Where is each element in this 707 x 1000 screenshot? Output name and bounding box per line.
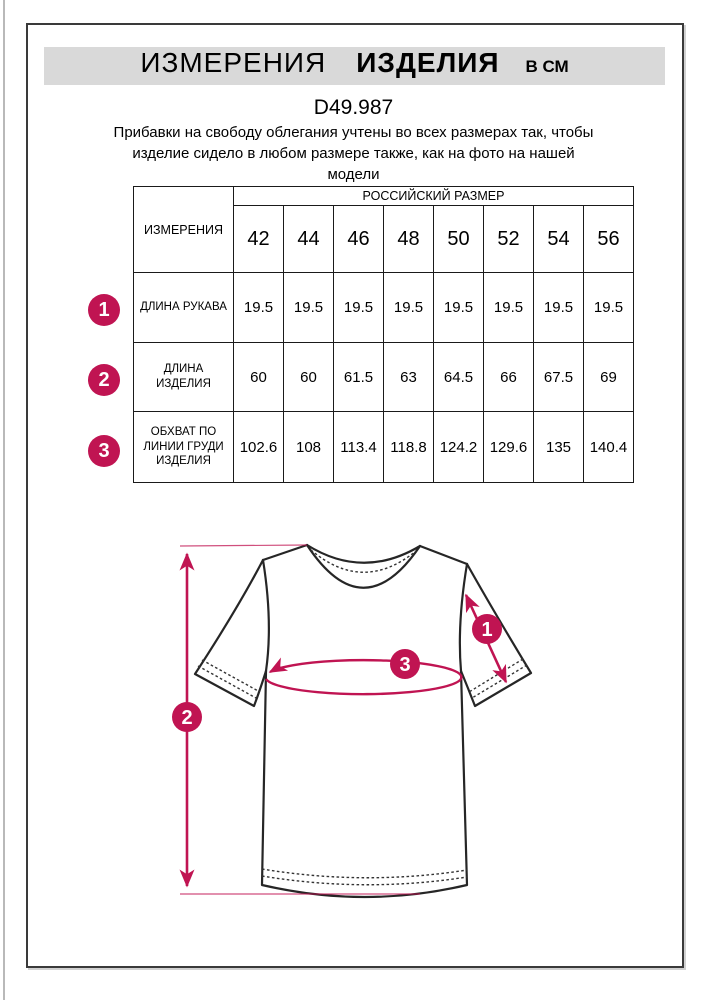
fit-description-line: изделие сидело в любом размере также, ка…	[132, 145, 575, 162]
size-col-header: 46	[333, 205, 384, 273]
tshirt-outline	[193, 543, 533, 899]
size-col-header: 42	[233, 205, 284, 273]
size-value-cell: 19.5	[583, 272, 634, 343]
table-row-sleeve-length: ДЛИНА РУКАВА 19.5 19.5 19.5 19.5 19.5 19…	[133, 272, 634, 343]
size-col-header: 56	[583, 205, 634, 273]
row-label: ОБХВАТ ПО ЛИНИИ ГРУДИ ИЗДЕЛИЯ	[133, 411, 234, 483]
size-value-cell: 124.2	[433, 411, 484, 483]
table-row-chest-girth: ОБХВАТ ПО ЛИНИИ ГРУДИ ИЗДЕЛИЯ 102.6 108 …	[133, 411, 634, 483]
length-ref-line-top	[179, 544, 308, 547]
size-value-cell: 19.5	[233, 272, 284, 343]
row-marker-2-badge: 2	[88, 364, 120, 396]
size-value-cell: 19.5	[383, 272, 434, 343]
measurements-column-header: ИЗМЕРЕНИЯ	[133, 186, 234, 273]
fit-description-line: модели	[327, 166, 380, 183]
size-table: ИЗМЕРЕНИЯ РОССИЙСКИЙ РАЗМЕР 42 44 46 48 …	[133, 186, 634, 483]
size-col-header: 54	[533, 205, 584, 273]
fit-description: Прибавки на свободу облегания учтены во …	[73, 122, 634, 185]
size-value-cell: 60	[283, 342, 334, 412]
title-bold: ИЗДЕЛИЯ	[356, 47, 500, 78]
size-value-cell: 64.5	[433, 342, 484, 412]
size-value-cell: 19.5	[483, 272, 534, 343]
fit-description-line: Прибавки на свободу облегания учтены во …	[113, 124, 594, 141]
product-code: D49.987	[313, 96, 394, 119]
size-col-header: 52	[483, 205, 534, 273]
chest-girth-ellipse	[264, 657, 463, 696]
size-value-cell: 19.5	[433, 272, 484, 343]
size-value-cell: 60	[233, 342, 284, 412]
stitch-lines	[197, 549, 528, 886]
size-value-cell: 113.4	[333, 411, 384, 483]
table-row-item-length: ДЛИНА ИЗДЕЛИЯ 60 60 61.5 63 64.5 66 67.5…	[133, 342, 634, 412]
size-value-cell: 129.6	[483, 411, 534, 483]
size-value-cell: 63	[383, 342, 434, 412]
size-value-cell: 19.5	[283, 272, 334, 343]
row-label: ДЛИНА РУКАВА	[133, 272, 234, 343]
page-border	[26, 23, 684, 968]
diagram-marker-1: 1	[472, 614, 502, 644]
size-value-cell: 135	[533, 411, 584, 483]
size-col-header: 48	[383, 205, 434, 273]
size-value-cell: 61.5	[333, 342, 384, 412]
size-value-cell: 140.4	[583, 411, 634, 483]
size-value-cell: 19.5	[333, 272, 384, 343]
size-value-cell: 102.6	[233, 411, 284, 483]
size-col-header: 50	[433, 205, 484, 273]
tshirt-diagram: 1 2 3	[172, 543, 533, 899]
size-system-header: РОССИЙСКИЙ РАЗМЕР	[233, 186, 634, 206]
diagram-marker-3: 3	[390, 649, 420, 679]
size-value-cell: 19.5	[533, 272, 584, 343]
size-value-cell: 69	[583, 342, 634, 412]
svg-text:3: 3	[399, 654, 410, 676]
size-value-cell: 67.5	[533, 342, 584, 412]
svg-text:1: 1	[481, 619, 492, 641]
size-value-cell: 118.8	[383, 411, 434, 483]
scan-edge-line	[3, 0, 5, 1000]
size-value-cell: 66	[483, 342, 534, 412]
svg-text:2: 2	[181, 707, 192, 729]
row-marker-3-badge: 3	[88, 435, 120, 467]
diagram-marker-2: 2	[172, 702, 202, 732]
row-marker-1-badge: 1	[88, 294, 120, 326]
title-main: ИЗМЕРЕНИЯ	[140, 47, 327, 78]
title-unit: В СМ	[525, 57, 569, 76]
size-value-cell: 108	[283, 411, 334, 483]
title-bar: ИЗМЕРЕНИЯ ИЗДЕЛИЯ В СМ	[44, 47, 665, 85]
size-col-header: 44	[283, 205, 334, 273]
row-label: ДЛИНА ИЗДЕЛИЯ	[133, 342, 234, 412]
